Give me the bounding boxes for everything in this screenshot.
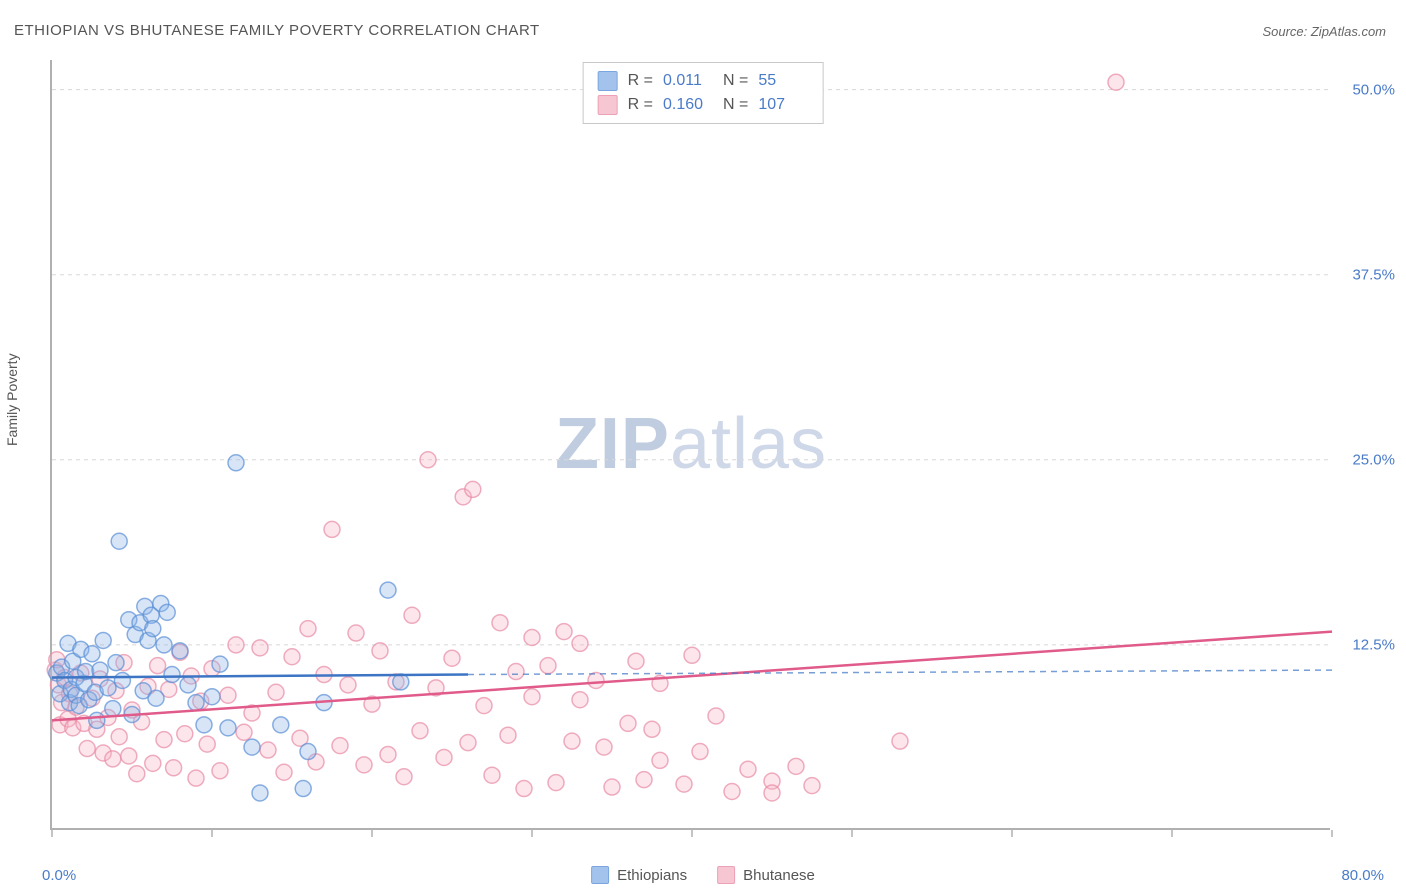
r-label: R =: [628, 69, 653, 93]
plot-area: ZIPatlas 12.5%25.0%37.5%50.0%: [50, 60, 1330, 830]
bottom-legend: Ethiopians Bhutanese: [591, 866, 815, 884]
r-value-ethiopians: 0.011: [663, 69, 713, 93]
y-tick-label: 25.0%: [1352, 451, 1395, 468]
r-value-bhutanese: 0.160: [663, 93, 713, 117]
x-max-label: 80.0%: [1341, 867, 1384, 884]
chart-title: ETHIOPIAN VS BHUTANESE FAMILY POVERTY CO…: [14, 22, 540, 39]
legend-swatch-bhutanese-icon: [717, 866, 735, 884]
n-value-ethiopians: 55: [758, 69, 808, 93]
n-value-bhutanese: 107: [758, 93, 808, 117]
legend-swatch-ethiopians-icon: [591, 866, 609, 884]
n-label: N =: [723, 69, 748, 93]
chart-container: ETHIOPIAN VS BHUTANESE FAMILY POVERTY CO…: [0, 0, 1406, 892]
stats-row-ethiopians: R = 0.011 N = 55: [598, 69, 809, 93]
legend-item-bhutanese: Bhutanese: [717, 866, 815, 884]
stats-row-bhutanese: R = 0.160 N = 107: [598, 93, 809, 117]
r-label: R =: [628, 93, 653, 117]
y-tick-label: 12.5%: [1352, 636, 1395, 653]
n-label: N =: [723, 93, 748, 117]
source-attribution: Source: ZipAtlas.com: [1262, 24, 1386, 39]
x-min-label: 0.0%: [42, 867, 76, 884]
correlation-stats-box: R = 0.011 N = 55 R = 0.160 N = 107: [583, 62, 824, 124]
legend-item-ethiopians: Ethiopians: [591, 866, 687, 884]
y-tick-label: 37.5%: [1352, 266, 1395, 283]
legend-label-ethiopians: Ethiopians: [617, 867, 687, 884]
plot-svg: [52, 60, 1330, 828]
swatch-bhutanese-icon: [598, 95, 618, 115]
y-tick-label: 50.0%: [1352, 81, 1395, 98]
legend-label-bhutanese: Bhutanese: [743, 867, 815, 884]
y-axis-label: Family Poverty: [4, 353, 20, 446]
swatch-ethiopians-icon: [598, 71, 618, 91]
